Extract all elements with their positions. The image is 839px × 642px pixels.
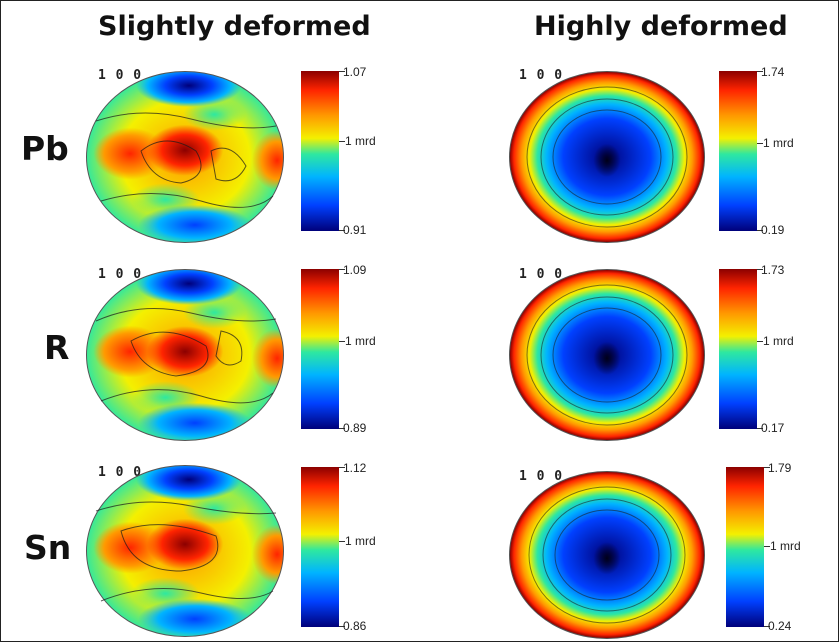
tick-mid — [764, 546, 770, 547]
tick-min — [339, 626, 345, 627]
colorbar-min-label: 0.89 — [343, 421, 367, 435]
tick-max — [339, 269, 345, 270]
colorbar-sn-slight — [301, 467, 339, 627]
tick-mid — [757, 143, 763, 144]
tick-mid — [339, 341, 345, 342]
pole-figure-pb-high — [509, 71, 705, 243]
tick-mid — [757, 341, 763, 342]
colorbar-mid-label: 1 mrd — [763, 136, 794, 150]
tick-min — [339, 230, 345, 231]
column-title-highly-deformed: Highly deformed — [534, 11, 788, 42]
colorbar-max-label: 1.09 — [343, 263, 367, 277]
tick-max — [764, 467, 770, 468]
pole-figure-r-slight — [86, 269, 284, 441]
colorbar-max-label: 1.12 — [343, 461, 367, 475]
direction-label: 1 0 0 — [519, 267, 564, 282]
tick-max — [757, 71, 763, 72]
row-label-sn: Sn — [24, 528, 72, 567]
colorbar-mid-label: 1 mrd — [345, 134, 376, 148]
tick-min — [757, 230, 763, 231]
colorbar-max-label: 1.74 — [761, 65, 785, 79]
direction-label: 1 0 0 — [98, 267, 143, 282]
colorbar-r-slight — [301, 269, 339, 429]
colorbar-mid-label: 1 mrd — [763, 334, 794, 348]
colorbar-pb-slight — [301, 71, 339, 231]
row-label-pb: Pb — [21, 129, 69, 168]
colorbar-max-label: 1.79 — [768, 461, 792, 475]
tick-max — [339, 71, 345, 72]
tick-min — [339, 428, 345, 429]
direction-label: 1 0 0 — [519, 469, 564, 484]
tick-min — [757, 428, 763, 429]
colorbar-max-label: 1.73 — [761, 263, 785, 277]
column-title-slightly-deformed: Slightly deformed — [98, 11, 371, 42]
colorbar-max-label: 1.07 — [343, 65, 367, 79]
tick-mid — [339, 541, 345, 542]
tick-min — [764, 626, 770, 627]
colorbar-mid-label: 1 mrd — [345, 334, 376, 348]
direction-label: 1 0 0 — [519, 68, 564, 83]
colorbar-mid-label: 1 mrd — [345, 534, 376, 548]
colorbar-min-label: 0.24 — [768, 619, 792, 633]
row-label-r: R — [44, 328, 70, 367]
colorbar-min-label: 0.19 — [761, 223, 785, 237]
direction-label: 1 0 0 — [98, 68, 143, 83]
pole-figure-sn-high — [509, 471, 705, 639]
pole-figure-sn-slight — [86, 465, 284, 637]
tick-max — [757, 269, 763, 270]
colorbar-mid-label: 1 mrd — [770, 539, 801, 553]
colorbar-min-label: 0.91 — [343, 223, 367, 237]
tick-max — [339, 467, 345, 468]
colorbar-sn-high — [726, 467, 764, 627]
direction-label: 1 0 0 — [98, 465, 143, 480]
colorbar-r-high — [719, 269, 757, 429]
pole-figure-r-high — [509, 269, 705, 441]
tick-mid — [339, 141, 345, 142]
colorbar-min-label: 0.17 — [761, 421, 785, 435]
colorbar-min-label: 0.86 — [343, 619, 367, 633]
pole-figure-pb-slight — [86, 71, 284, 243]
colorbar-pb-high — [719, 71, 757, 231]
